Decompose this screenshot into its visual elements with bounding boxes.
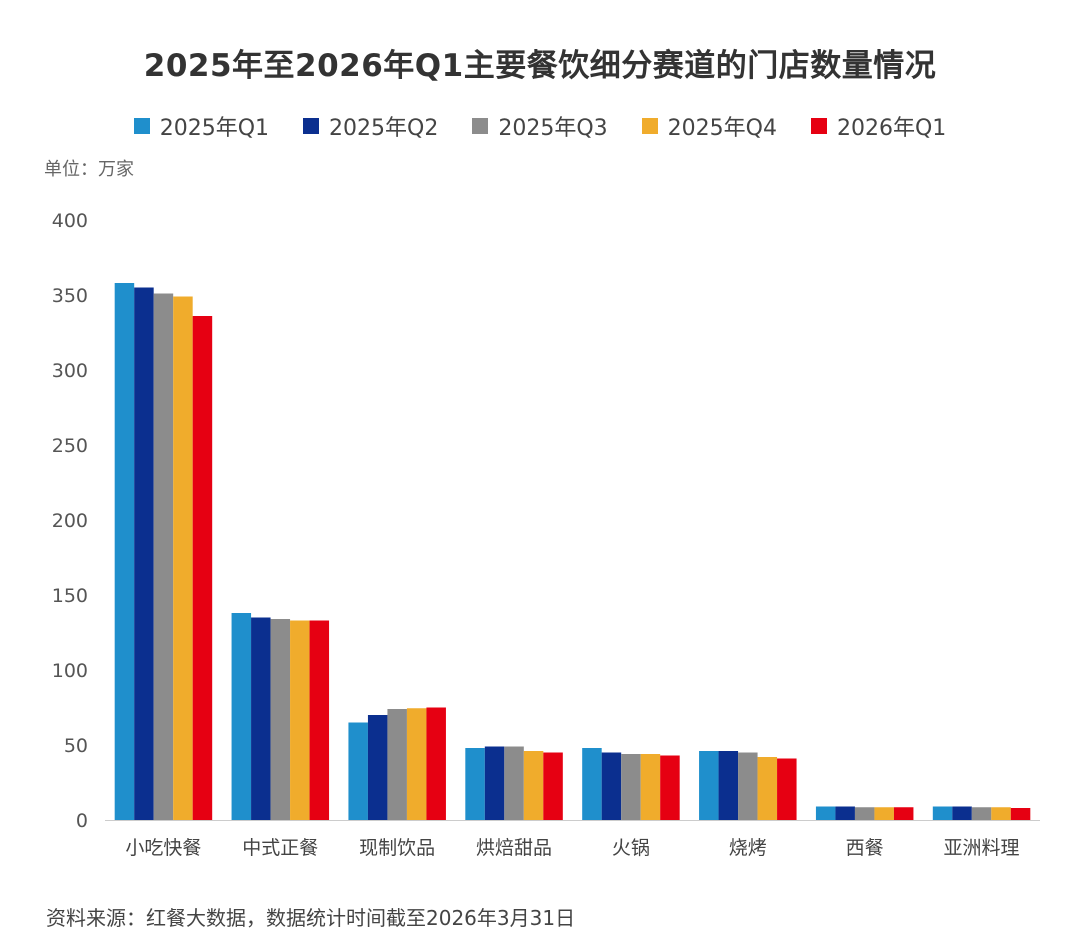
bar <box>173 296 193 820</box>
legend-label: 2025年Q4 <box>667 116 777 141</box>
bar <box>815 806 836 820</box>
bar <box>952 806 972 820</box>
y-tick-label: 150 <box>52 585 88 607</box>
legend-swatch <box>472 118 489 134</box>
bar <box>192 316 213 820</box>
y-tick-label: 50 <box>64 735 88 757</box>
bar <box>523 751 544 820</box>
legend-label: 2025年Q2 <box>329 116 439 141</box>
bar <box>484 746 505 820</box>
legend-item: 2025年Q4 <box>641 110 777 142</box>
bar <box>406 708 427 820</box>
bar <box>777 758 797 820</box>
chart-legend: 2025年Q1 2025年Q2 2025年Q3 2025年Q4 2026年Q1 <box>0 110 1080 142</box>
legend-swatch <box>641 118 658 134</box>
bar <box>660 755 680 820</box>
y-tick-label: 100 <box>52 660 88 682</box>
bar <box>270 619 291 820</box>
bar <box>699 751 719 820</box>
x-category-label: 小吃快餐 <box>125 837 201 859</box>
bar <box>543 752 563 820</box>
x-category-label: 烧烤 <box>729 837 767 859</box>
bar <box>971 807 992 820</box>
y-tick-label: 400 <box>52 210 88 232</box>
bar <box>582 748 602 820</box>
legend-item: 2025年Q1 <box>133 110 270 142</box>
bar <box>134 287 154 820</box>
bar <box>1010 808 1031 820</box>
y-tick-label: 300 <box>52 360 88 382</box>
bar <box>367 715 388 820</box>
legend-swatch <box>810 118 827 134</box>
chart-title: 2025年至2026年Q1主要餐饮细分赛道的门店数量情况 <box>143 48 937 84</box>
bar <box>640 754 661 820</box>
bar <box>348 722 368 820</box>
x-category-label: 现制饮品 <box>359 837 435 859</box>
bar <box>153 293 174 820</box>
bar <box>621 754 641 820</box>
bar <box>835 806 855 820</box>
bar <box>893 807 914 820</box>
unit-label: 单位：万家 <box>44 159 134 180</box>
bar <box>757 757 778 820</box>
x-category-label: 中式正餐 <box>242 837 318 859</box>
x-category-label: 火锅 <box>612 837 650 859</box>
source-note: 资料来源：红餐大数据，数据统计时间截至2026年3月31日 <box>46 906 576 930</box>
bar <box>874 807 894 820</box>
bar <box>231 613 252 820</box>
bar <box>991 807 1011 820</box>
y-tick-label: 350 <box>52 285 88 307</box>
y-tick-label: 0 <box>76 810 88 832</box>
bar <box>387 709 407 820</box>
y-tick-label: 250 <box>52 435 88 457</box>
bar <box>504 746 524 820</box>
bar <box>290 620 310 820</box>
legend-label: 2026年Q1 <box>836 116 947 141</box>
bar <box>854 807 875 820</box>
legend-item: 2025年Q2 <box>303 110 438 142</box>
legend-item: 2025年Q3 <box>472 110 608 142</box>
bar <box>465 748 485 820</box>
bar <box>426 707 446 820</box>
bar <box>718 751 739 820</box>
bar <box>738 752 758 820</box>
bar <box>251 617 271 820</box>
legend-label: 2025年Q3 <box>498 116 608 141</box>
legend-swatch <box>133 118 150 134</box>
x-category-label: 西餐 <box>846 837 884 859</box>
legend-item: 2026年Q1 <box>810 110 947 142</box>
y-tick-label: 200 <box>52 510 88 532</box>
bar <box>601 752 622 820</box>
x-category-label: 烘焙甜品 <box>476 837 552 859</box>
bar <box>309 620 330 820</box>
x-category-label: 亚洲料理 <box>944 837 1020 859</box>
legend-label: 2025年Q1 <box>159 116 270 141</box>
legend-swatch <box>303 118 320 134</box>
bar-chart: 0 50 100 150 200 250 300 350 400 小吃快餐 中式正餐 现制饮品 烘焙甜品… <box>52 210 1040 859</box>
bar <box>114 283 135 820</box>
bar <box>932 806 953 820</box>
